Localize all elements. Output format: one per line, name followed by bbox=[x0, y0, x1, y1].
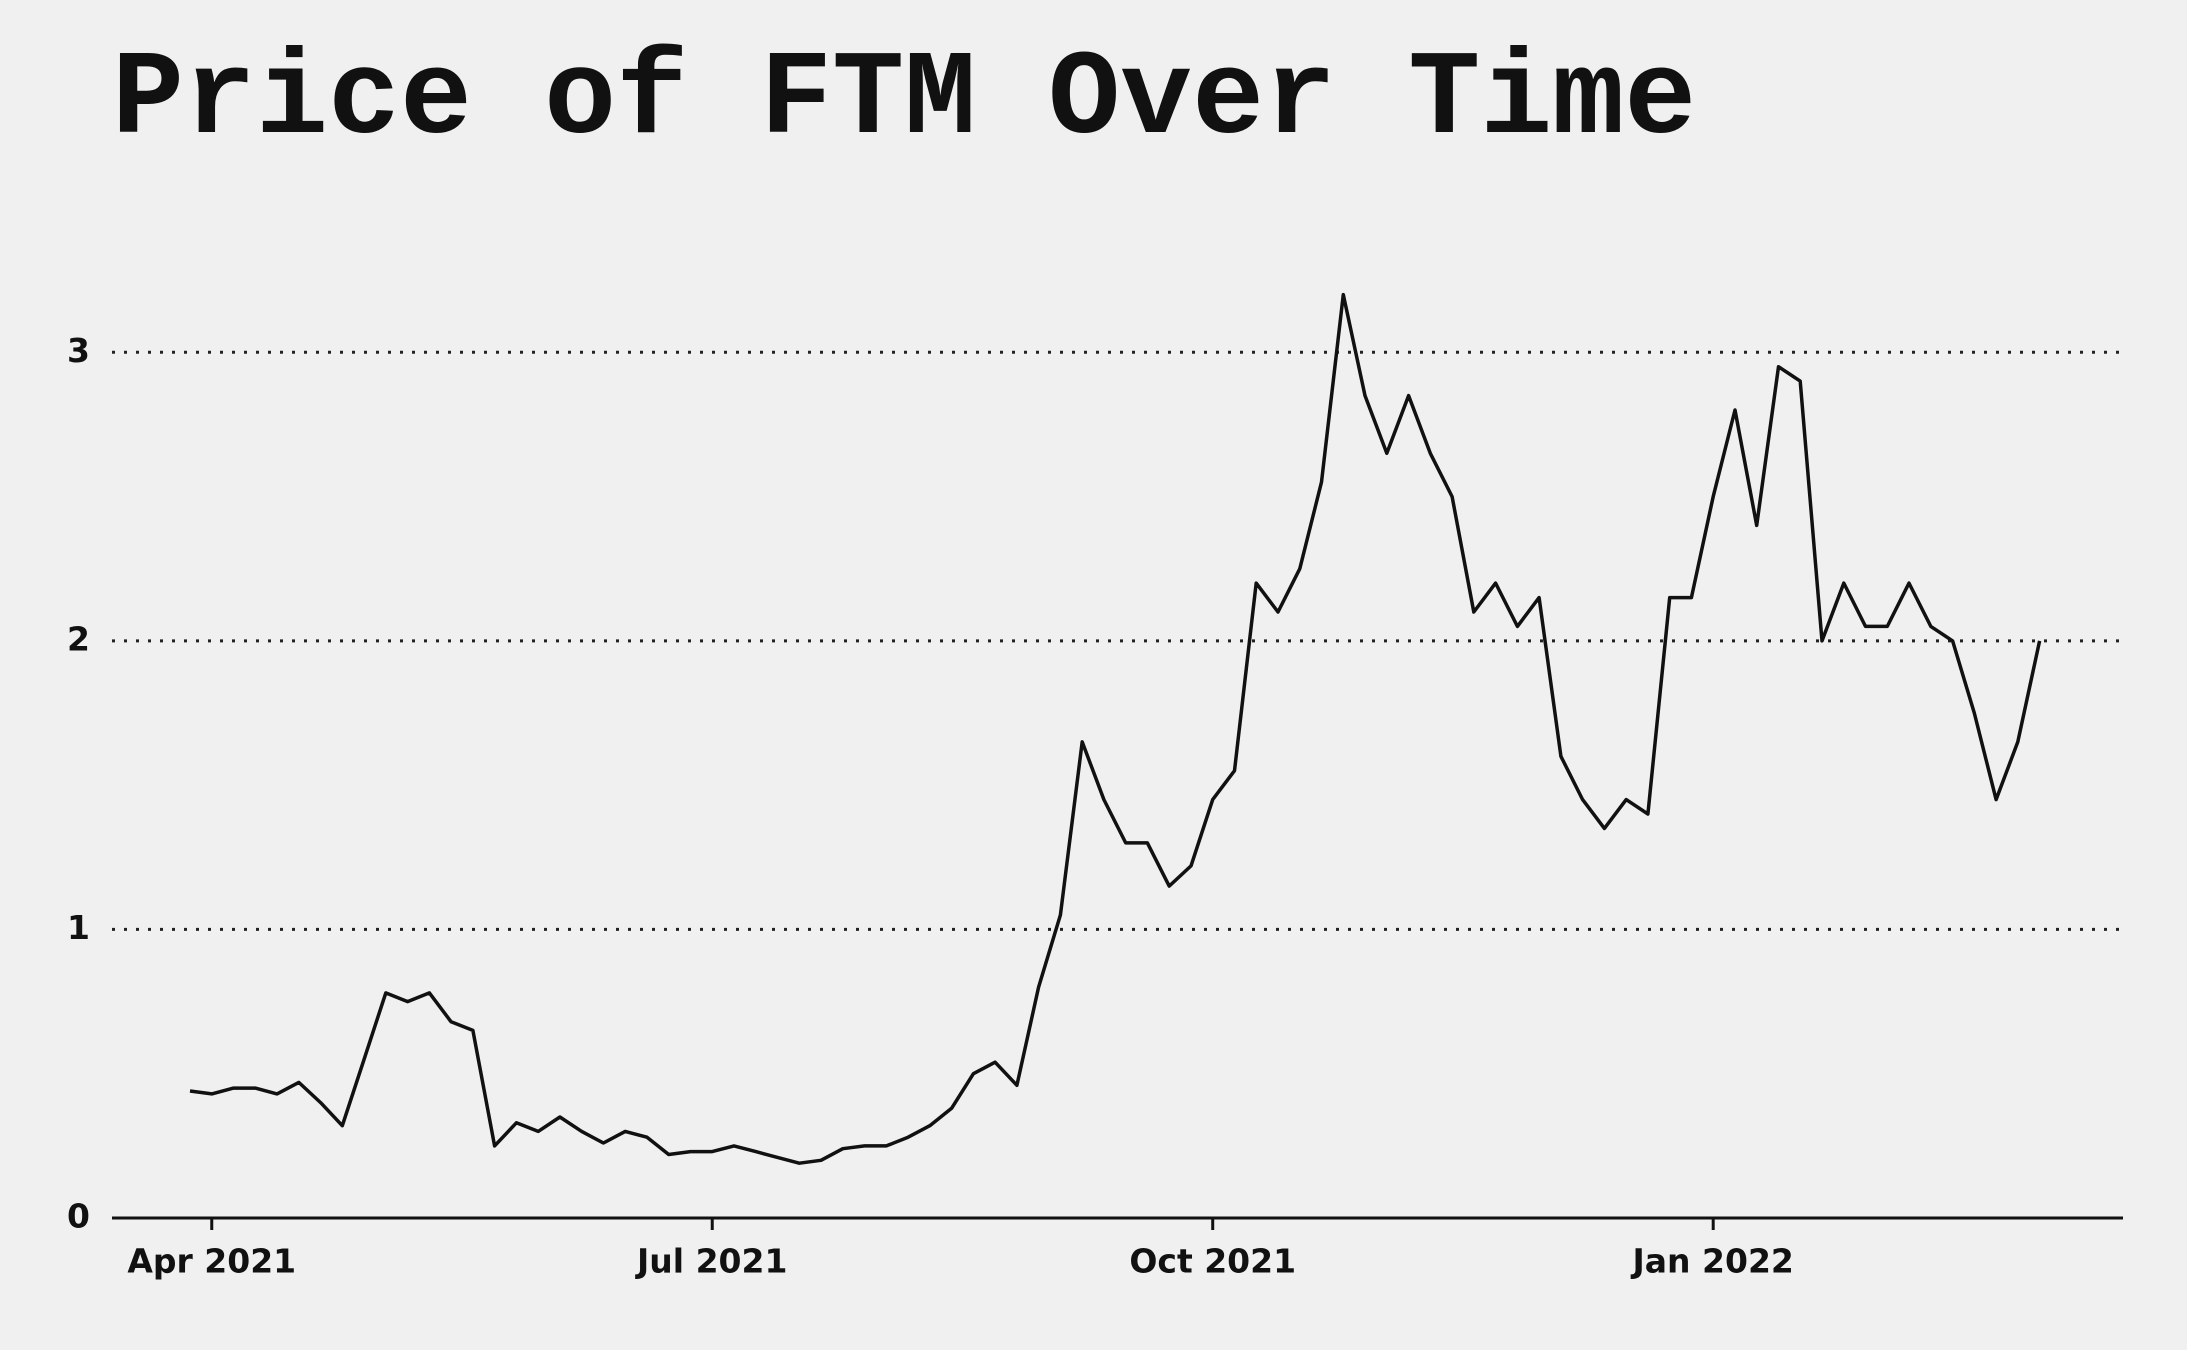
x-tick-label: Oct 2021 bbox=[1129, 1242, 1296, 1281]
x-tick-label: Jan 2022 bbox=[1631, 1242, 1794, 1281]
y-tick-label: 1 bbox=[67, 908, 90, 947]
y-tick-label: 3 bbox=[67, 331, 90, 370]
x-tick-label: Jul 2021 bbox=[635, 1242, 787, 1281]
price-line bbox=[189, 292, 2042, 1165]
x-tick-label: Apr 2021 bbox=[127, 1242, 296, 1281]
y-tick-label: 0 bbox=[67, 1197, 90, 1236]
chart-title: Price of FTM Over Time bbox=[112, 33, 1696, 169]
y-tick-label: 2 bbox=[67, 619, 90, 658]
